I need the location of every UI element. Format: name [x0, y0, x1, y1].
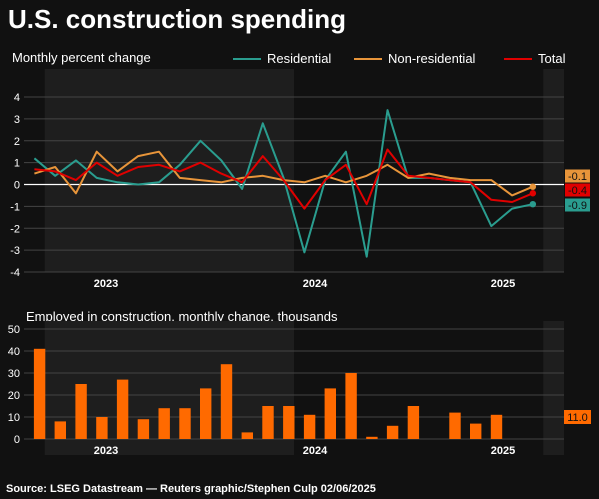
legend-label-non-residential: Non-residential: [388, 51, 476, 66]
y-tick-label: -3: [10, 245, 20, 257]
bar-y-tick-label: 0: [14, 434, 20, 446]
employment-bar: [449, 412, 461, 439]
employment-bar: [241, 432, 253, 439]
employment-bar: [470, 423, 482, 439]
legend-item-residential: Residential: [233, 51, 331, 66]
chart-title: U.S. construction spending: [8, 4, 347, 34]
employment-bar: [345, 373, 357, 439]
end-label-total: -0.4: [568, 185, 587, 197]
employment-bar: [96, 417, 108, 439]
employment-bar: [386, 425, 399, 439]
employment-bar: [324, 388, 336, 439]
bar-x-tick-label-2024: 2024: [303, 445, 328, 457]
y-tick-label: 4: [14, 92, 20, 104]
y-tick-label: -2: [10, 223, 20, 235]
source-note: Source: LSEG Datastream — Reuters graphi…: [6, 483, 376, 495]
bar-y-tick-label: 20: [8, 390, 20, 402]
legend-item-non-residential: Non-residential: [354, 51, 475, 66]
legend-label-total: Total: [538, 51, 566, 66]
end-label-residential: -0.9: [568, 200, 587, 212]
employment-bar: [75, 384, 87, 439]
employment-bar: [407, 406, 420, 439]
employment-bar: [116, 379, 129, 439]
y-tick-label: 3: [14, 114, 20, 126]
employment-bar: [283, 406, 295, 439]
y-tick-label: -1: [10, 201, 20, 213]
legend-label-residential: Residential: [267, 51, 332, 66]
y-tick-label: -4: [10, 267, 20, 279]
legend-swatch-non-residential: [354, 57, 382, 60]
end-label-box-total: [565, 183, 590, 197]
employment-bar: [137, 419, 150, 439]
employment-bar: [54, 421, 66, 439]
legend-swatch-residential: [233, 57, 261, 60]
bar-end-label-box: [564, 410, 591, 424]
bar-x-tick-label-2025: 2025: [491, 445, 515, 457]
employment-bar: [158, 408, 170, 439]
end-label-box-non-residential: [565, 169, 590, 183]
employment-bar: [490, 414, 503, 439]
x-tick-label-2023: 2023: [94, 278, 118, 290]
total-line: [34, 148, 534, 210]
line-chart-title: Monthly percent change: [12, 50, 151, 65]
bar-y-tick-label: 40: [8, 346, 20, 358]
end-label-box-residential: [565, 198, 590, 212]
bar-chart-title: Employed in construction, monthly change…: [26, 309, 338, 324]
year-band-2023: [44, 69, 295, 272]
bar-y-tick-label: 30: [8, 368, 20, 380]
x-tick-label-2025: 2025: [491, 278, 515, 290]
bar-y-tick-label: 10: [8, 412, 20, 424]
employment-bar: [303, 414, 316, 439]
bar-x-tick-label-2023: 2023: [94, 445, 118, 457]
legend-swatch-total: [504, 57, 532, 60]
bar-end-label: 11.0: [567, 412, 588, 424]
y-tick-label: 1: [14, 158, 20, 170]
y-tick-label: 0: [14, 180, 20, 192]
x-tick-label-2024: 2024: [303, 278, 328, 290]
bar-year-band-2025: [543, 321, 564, 455]
non-residential-end-point: [529, 183, 537, 190]
employment-bar: [262, 406, 274, 439]
total-end-point: [529, 190, 537, 197]
employment-bar: [220, 364, 233, 439]
year-band-2025: [543, 69, 564, 272]
employment-bar: [366, 436, 378, 439]
employment-bar: [179, 408, 191, 439]
employment-bar: [33, 348, 46, 439]
end-label-non-residential: -0.1: [568, 171, 587, 183]
y-tick-label: 2: [14, 136, 20, 148]
legend-item-total: Total: [504, 51, 565, 66]
residential-end-point: [529, 200, 537, 208]
employment-bar: [200, 388, 212, 439]
bar-y-tick-label: 50: [8, 324, 20, 336]
